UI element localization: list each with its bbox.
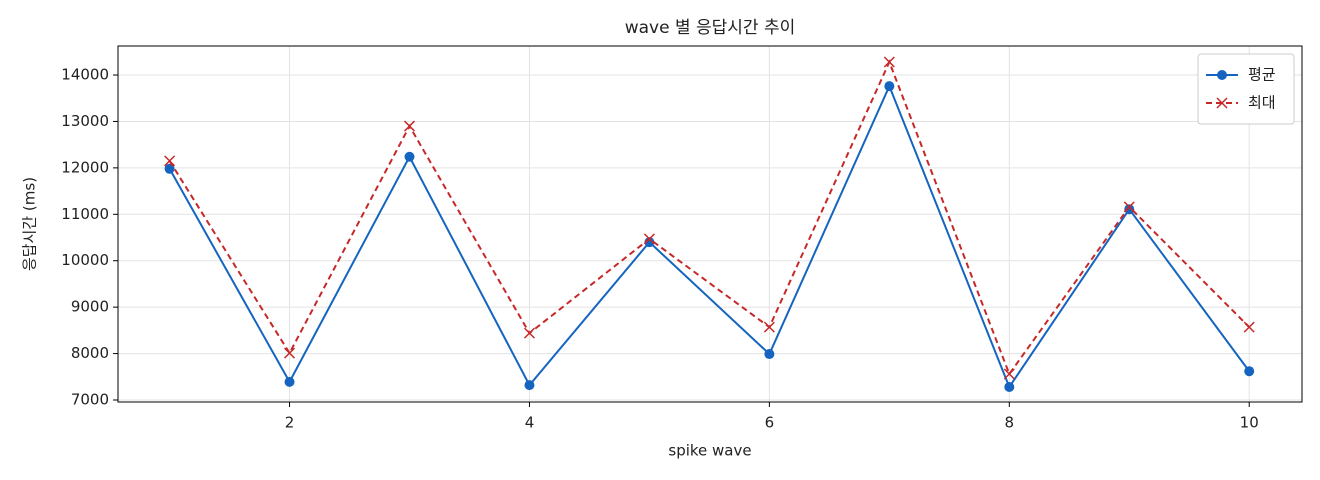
x-tick-label: 10 <box>1240 414 1259 432</box>
legend-marker <box>1216 97 1228 109</box>
legend-box <box>1197 53 1295 125</box>
marker <box>403 120 416 132</box>
marker <box>524 380 535 391</box>
y-tick-label: 10000 <box>61 251 109 269</box>
y-tick-label: 12000 <box>61 158 109 176</box>
marker <box>764 349 775 360</box>
y-tick-label: 13000 <box>61 112 109 130</box>
x-tick-label: 8 <box>1005 414 1015 432</box>
marker <box>1003 368 1015 380</box>
marker <box>1124 204 1135 215</box>
marker <box>1004 382 1015 393</box>
line <box>168 83 1251 390</box>
marker <box>523 327 535 339</box>
marker <box>884 81 895 92</box>
marker <box>284 376 295 387</box>
line <box>168 59 1250 377</box>
marker <box>284 347 296 359</box>
marker <box>404 151 415 162</box>
chart-title: wave 별 응답시간 추이 <box>625 18 796 38</box>
y-tick-label: 9000 <box>71 298 109 316</box>
y-tick-label: 7000 <box>71 391 109 409</box>
marker <box>1244 366 1255 377</box>
y-tick-label: 14000 <box>61 66 109 84</box>
y-tick-label: 11000 <box>61 205 109 223</box>
x-tick-label: 6 <box>765 414 775 432</box>
marker <box>1123 201 1135 213</box>
marker <box>763 321 775 333</box>
marker <box>883 56 895 68</box>
legend-label: 최대 <box>1248 94 1276 112</box>
plot-frame <box>117 45 1303 403</box>
marker <box>643 233 655 245</box>
x-tick-label: 4 <box>525 414 535 432</box>
marker <box>1243 321 1255 333</box>
y-axis-label: 응답시간 (ms) <box>21 177 39 271</box>
marker <box>164 155 176 167</box>
x-axis-label: spike wave <box>668 442 751 460</box>
y-tick-label: 8000 <box>71 344 109 362</box>
x-tick-label: 2 <box>285 414 295 432</box>
legend-label: 평균 <box>1248 66 1276 84</box>
legend-marker <box>1217 70 1227 80</box>
